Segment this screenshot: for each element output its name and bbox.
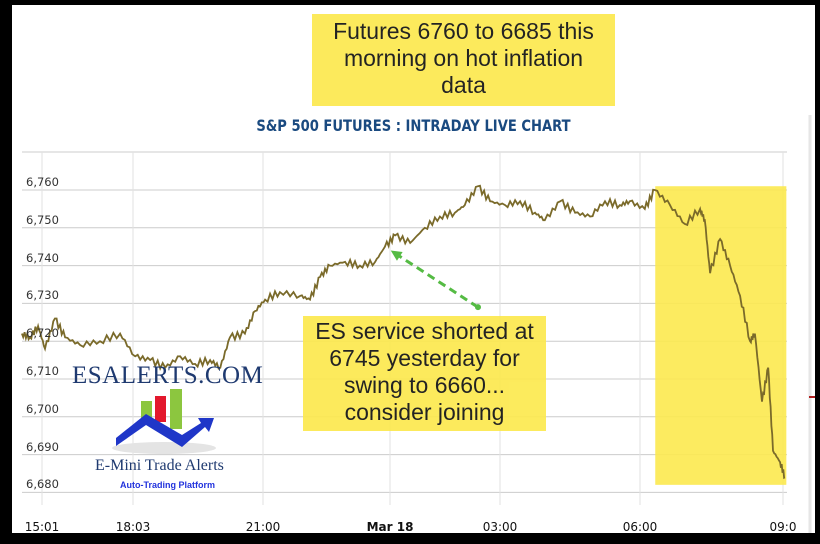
price-line: [21, 184, 786, 480]
y-tick-label: 6,740: [26, 250, 59, 265]
y-tick-label: 6,680: [26, 477, 59, 492]
x-tick-label: 03:00: [482, 520, 518, 533]
logo-tagline: E-Mini Trade Alerts: [95, 457, 224, 474]
annotation-top: Futures 6760 to 6685 this morning on hot…: [312, 14, 615, 106]
x-tick-label: 06:00: [622, 520, 658, 533]
annotation-line: ES service shorted at: [315, 318, 534, 344]
arrow-tail: [475, 304, 481, 311]
x-tick-label: 15:01: [24, 520, 60, 533]
y-tick-label: 6,750: [26, 212, 59, 227]
annotation-line: Futures 6760 to 6685 this: [333, 18, 594, 44]
annotation-line: morning on hot inflation: [343, 45, 584, 71]
chart-frame: S&P 500 FUTURES : INTRADAY LIVE CHART Fu…: [12, 5, 815, 533]
y-tick-label: 6,690: [26, 439, 59, 454]
annotation-line: swing to 6660...: [343, 372, 506, 398]
arrow-shaft: [396, 253, 479, 309]
y-tick-label: 6,760: [26, 175, 59, 189]
annotation-line: 6745 yesterday for: [329, 345, 520, 371]
logo-name: ESALERTS.COM: [72, 362, 264, 389]
y-tick-label: 6,730: [26, 288, 59, 303]
arrow-head: [390, 250, 403, 261]
chart-title: S&P 500 FUTURES : INTRADAY LIVE CHART: [256, 116, 571, 135]
x-tick-label: 21:00: [245, 520, 281, 533]
x-tick-label: 18:03: [115, 520, 151, 533]
logo-subtagline: Auto-Trading Platform: [120, 480, 215, 490]
y-tick-label: 6,700: [26, 401, 59, 416]
y-tick-label: 6,720: [26, 326, 59, 341]
y-tick-label: 6,710: [26, 364, 59, 378]
annotation-line: data: [441, 72, 486, 98]
highlight-region: [655, 186, 787, 485]
annotation-mid: ES service shorted at 6745 yesterday for…: [303, 316, 546, 431]
annotation-line: consider joining: [344, 399, 505, 425]
x-tick-label: 09:0: [769, 520, 797, 533]
x-tick-label: Mar 18: [366, 520, 414, 533]
chart-svg: [21, 115, 815, 533]
